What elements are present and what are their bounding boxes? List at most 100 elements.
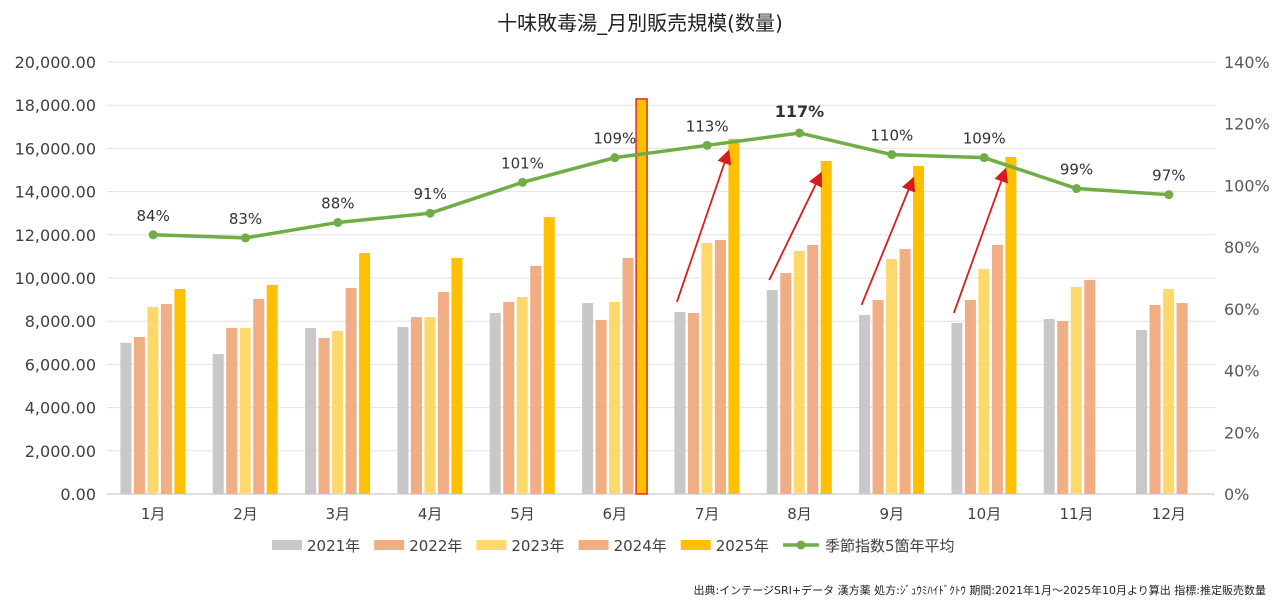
y-tick-label: 8,000.00	[25, 312, 96, 331]
seasonal-index-point	[518, 177, 527, 187]
data-label: 88%	[321, 194, 354, 212]
data-label: 97%	[1152, 167, 1185, 185]
seasonal-index-point	[702, 140, 712, 150]
bar-2024年-3月	[345, 287, 357, 494]
bar-2021年-12月	[1136, 330, 1148, 494]
bar-2024年-11月	[1084, 279, 1096, 494]
y-tick-label: 16,000.00	[15, 139, 96, 158]
bar-2024年-10月	[991, 244, 1003, 494]
bar-2021年-4月	[397, 327, 409, 494]
chart-svg: 十味敗毒湯_月別販売規模(数量) 0.00 2,000.00 4,000.00 6,0…	[15, 11, 1270, 555]
data-label: 110%	[870, 127, 913, 145]
x-tick-label: 9月	[880, 505, 905, 523]
y-tick-label: 2,000.00	[25, 442, 96, 461]
x-tick-label: 3月	[326, 505, 351, 523]
y-tick-label: 0.00	[60, 485, 96, 504]
bar-2025年-8月	[820, 160, 832, 495]
bar-2022年-12月	[1149, 305, 1161, 494]
bar-2021年-7月	[674, 311, 686, 494]
bar-2022年-1月	[133, 336, 145, 494]
chart-title: 十味敗毒湯_月別販売規模(数量)	[497, 11, 783, 35]
x-tick-label: 12月	[1152, 505, 1186, 523]
bar-2023年-8月	[793, 251, 805, 494]
bar-2024年-5月	[530, 265, 542, 494]
x-tick-label: 4月	[418, 505, 443, 523]
data-label: 113%	[686, 117, 729, 135]
seasonal-index-point	[241, 233, 250, 243]
x-tick-label: 2月	[233, 505, 258, 523]
legend-swatch	[272, 540, 302, 550]
seasonal-index-line	[153, 131, 1169, 240]
seasonal-index-point	[887, 150, 897, 160]
y-tick-label: 20,000.00	[15, 53, 96, 72]
data-label: 84%	[136, 207, 169, 225]
bar-2022年-6月	[595, 319, 607, 494]
y-tick-label: 4,000.00	[25, 399, 96, 418]
bar-2022年-11月	[1057, 320, 1069, 494]
y2-tick-label: 120%	[1224, 115, 1270, 134]
y2-tick-label: 0%	[1224, 485, 1249, 504]
bar-2022年-8月	[780, 273, 792, 494]
x-tick-label: 6月	[603, 505, 628, 523]
source-note: 出典:インテージSRI+データ 漢方薬 処方:ｼﾞｭｳﾐﾊｲﾄﾞｸﾄｳ 期間:2…	[693, 584, 1266, 597]
bar-2023年-11月	[1070, 287, 1082, 494]
trend-arrow	[676, 149, 732, 303]
bar-2022年-2月	[226, 327, 238, 494]
y-tick-label: 18,000.00	[15, 96, 96, 115]
bar-2024年-4月	[437, 292, 449, 494]
bar-2023年-4月	[424, 317, 436, 494]
data-label: 109%	[593, 130, 636, 148]
y2-tick-label: 80%	[1224, 238, 1260, 257]
legend-label: 2021年	[307, 537, 360, 555]
seasonal-index-point	[979, 153, 989, 163]
bar-2021年-10月	[951, 322, 963, 494]
bar-2025年-2月	[266, 284, 278, 494]
bar-2023年-1月	[147, 306, 159, 494]
trend-arrow	[953, 167, 1009, 314]
y-tick-label: 10,000.00	[15, 269, 96, 288]
x-tick-label: 11月	[1059, 505, 1093, 523]
seasonal-index-point	[333, 217, 343, 227]
legend-label: 2025年	[716, 537, 769, 555]
seasonal-index-point	[1164, 190, 1174, 200]
y-tick-label: 14,000.00	[15, 183, 96, 202]
x-tick-label: 1月	[141, 505, 166, 523]
seasonal-index-point	[610, 153, 620, 163]
legend-swatch	[476, 540, 507, 550]
seasonal-index-point	[425, 208, 435, 218]
bar-2023年-2月	[239, 327, 251, 494]
x-tick-label: 7月	[695, 505, 720, 523]
legend-swatch	[680, 540, 711, 550]
x-tick-label: 10月	[967, 505, 1001, 523]
legend-label: 2023年	[511, 537, 564, 555]
legend-label: 季節指数5箇年平均	[825, 537, 955, 555]
bar-2025年-3月	[359, 252, 371, 494]
legend-swatch	[374, 540, 405, 550]
bar-2024年-1月	[160, 303, 172, 494]
bar-2024年-2月	[253, 298, 265, 494]
trend-arrow	[860, 176, 916, 306]
bar-2025年-6月	[635, 98, 648, 495]
bar-2022年-10月	[964, 300, 976, 494]
data-label: 117%	[775, 102, 824, 121]
y2-tick-label: 40%	[1224, 362, 1260, 381]
legend-marker	[796, 540, 806, 550]
bar-2025年-7月	[728, 138, 740, 494]
bar-2021年-2月	[212, 354, 224, 494]
bar-2023年-10月	[978, 268, 990, 494]
seasonal-index-point	[148, 230, 158, 240]
bar-2022年-7月	[687, 312, 699, 494]
bar-2022年-9月	[872, 300, 884, 494]
y2-tick-label: 100%	[1224, 176, 1270, 195]
bar-2021年-8月	[766, 290, 778, 494]
bar-2023年-5月	[516, 297, 528, 494]
bar-2021年-6月	[582, 303, 594, 494]
bar-2025年-9月	[913, 165, 925, 494]
y2-tick-label: 60%	[1224, 300, 1260, 319]
bar-2024年-7月	[714, 239, 726, 494]
bar-2021年-3月	[305, 327, 317, 494]
bar-2025年-4月	[451, 257, 463, 494]
bar-2023年-12月	[1163, 289, 1175, 494]
bar-2023年-7月	[701, 243, 713, 494]
